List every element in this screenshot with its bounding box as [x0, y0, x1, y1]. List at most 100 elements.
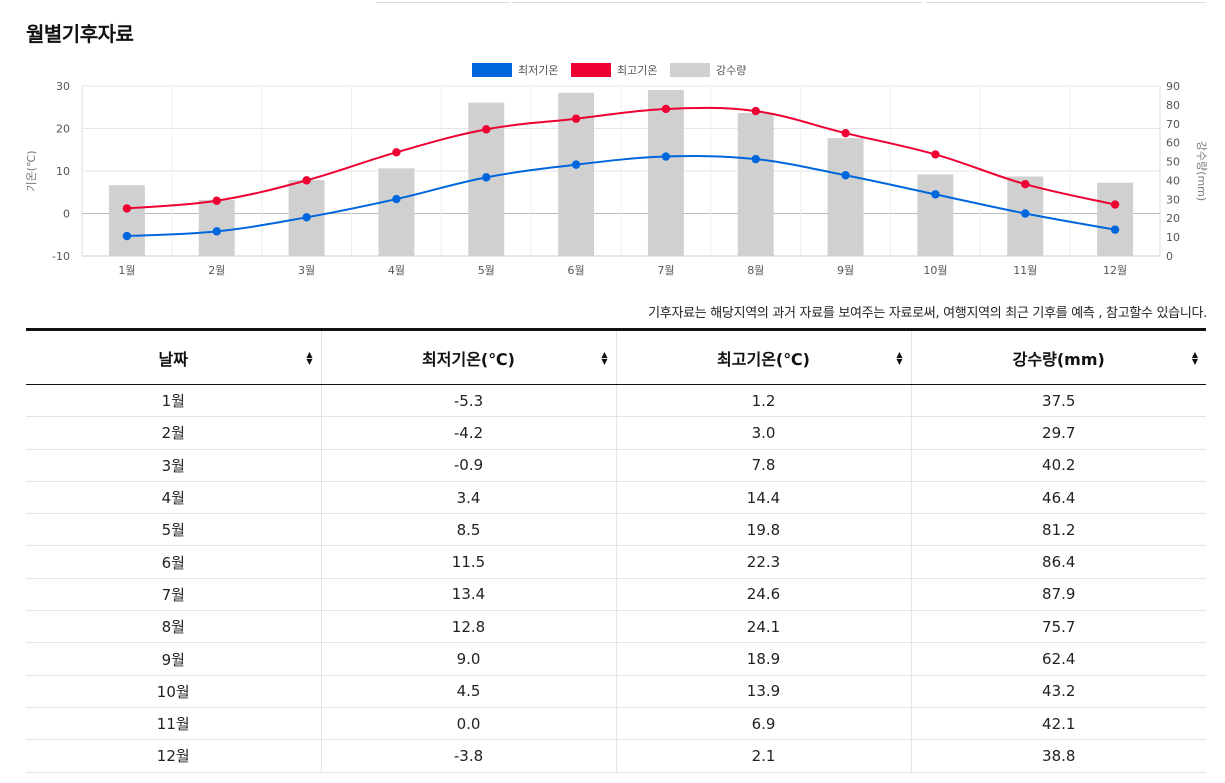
- climate-chart: -10 0 10 20 30 0 10 20 30 40 50 60 70 80 90 기온(℃) 강수량(mm…: [25, 63, 1208, 277]
- x-tick-label: 11월: [1013, 264, 1037, 277]
- table-row: 4월 3.4 14.4 46.4: [26, 481, 1206, 515]
- y-right-tick-label: 10: [1166, 231, 1180, 244]
- sort-icon[interactable]: ▲ ▼: [896, 349, 903, 366]
- header-date[interactable]: 날짜 ▲ ▼: [26, 329, 322, 385]
- table-row: 6월 11.5 22.3 86.4: [26, 545, 1206, 579]
- max-temp-point: [1110, 200, 1120, 209]
- table-row: 5월 8.5 19.8 81.2: [26, 513, 1206, 547]
- max-temp-point: [392, 148, 401, 157]
- sort-icon[interactable]: ▲ ▼: [1191, 349, 1198, 366]
- table-row: 10월 4.5 13.9 43.2: [26, 675, 1206, 708]
- header-max-temp[interactable]: 최고기온(℃) ▲ ▼: [616, 329, 912, 385]
- y-right-axis-title: 강수량(mm): [1195, 141, 1208, 201]
- x-tick-label: 4월: [388, 264, 405, 277]
- table-cell: 4.5: [321, 675, 617, 708]
- table-cell: 12월: [26, 739, 322, 773]
- table-cell: 37.5: [911, 384, 1206, 418]
- x-tick-label: 3월: [298, 264, 315, 277]
- y-left-tick-label: 10: [56, 165, 70, 178]
- table-body: 1월 -5.3 1.2 37.5 2월 -4.2 3.0 29.7 3월 -0.9 7.8 40.2 4…: [26, 384, 1206, 773]
- legend-label: 최고기온: [617, 64, 657, 77]
- table-cell: 11.5: [321, 545, 617, 579]
- max-temp-point: [212, 196, 221, 205]
- table-cell: 9월: [26, 642, 322, 676]
- min-temp-point: [482, 173, 491, 182]
- min-temp-point: [392, 194, 401, 204]
- y-right-tick-label: 60: [1166, 137, 1180, 150]
- legend-swatch: [571, 63, 611, 77]
- climate-note: 기후자료는 해당지역의 과거 자료를 보여주는 자료로써, 여행지역의 최근 기…: [648, 306, 1207, 321]
- table-cell: 13.4: [321, 578, 617, 612]
- precip-bar: [378, 168, 415, 256]
- table-cell: 29.7: [911, 416, 1206, 450]
- table-cell: 12.8: [321, 610, 617, 644]
- precip-bar: [917, 174, 954, 256]
- precip-bar: [108, 185, 145, 256]
- legend-swatch: [472, 63, 512, 77]
- table-cell: -3.8: [321, 739, 617, 773]
- table-cell: 8월: [26, 610, 322, 644]
- y-right-tick-label: 80: [1166, 99, 1180, 112]
- min-temp-point: [841, 171, 850, 180]
- table-cell: 7.8: [616, 449, 912, 482]
- header-min-temp-label: 최저기온(℃): [422, 349, 515, 369]
- max-temp-point: [1021, 179, 1030, 189]
- table-header-row: 날짜 ▲ ▼ 최저기온(℃) ▲ ▼ 최고기온(℃) ▲ ▼ 강수량(mm) ▲ ▼: [26, 329, 1206, 385]
- max-temp-point: [482, 125, 491, 134]
- sort-icon[interactable]: ▲ ▼: [306, 349, 313, 366]
- table-row: 9월 9.0 18.9 62.4: [26, 642, 1206, 676]
- y-left-tick-label: 30: [56, 80, 70, 93]
- table-row: 2월 -4.2 3.0 29.7: [26, 416, 1206, 450]
- max-temp-point: [931, 150, 940, 159]
- header-precip[interactable]: 강수량(mm) ▲ ▼: [911, 329, 1206, 385]
- table-cell: 40.2: [911, 449, 1206, 482]
- table-cell: 86.4: [911, 545, 1206, 579]
- max-temp-point: [661, 104, 671, 114]
- min-temp-point: [1110, 225, 1120, 234]
- y-right-tick-label: 90: [1166, 80, 1180, 93]
- table-row: 11월 0.0 6.9 42.1: [26, 707, 1206, 741]
- table-row: 1월 -5.3 1.2 37.5: [26, 384, 1206, 418]
- x-tick-label: 9월: [837, 264, 854, 277]
- climate-table-wrap: 날짜 ▲ ▼ 최저기온(℃) ▲ ▼ 최고기온(℃) ▲ ▼ 강수량(mm) ▲ ▼ 1…: [26, 328, 1206, 773]
- sort-icon[interactable]: ▲ ▼: [601, 349, 608, 366]
- table-cell: 5월: [26, 513, 322, 547]
- table-cell: -5.3: [321, 384, 617, 418]
- max-temp-point: [841, 128, 850, 138]
- max-temp-point: [571, 114, 581, 123]
- min-temp-point: [1021, 209, 1030, 218]
- y-right-tick-label: 20: [1166, 212, 1180, 225]
- table-cell: 3월: [26, 449, 322, 482]
- table-row: 3월 -0.9 7.8 40.2: [26, 449, 1206, 482]
- y-right-tick-label: 0: [1166, 250, 1173, 263]
- table-cell: 81.2: [911, 513, 1206, 547]
- table-cell: 1.2: [616, 384, 912, 418]
- min-temp-point: [661, 152, 671, 161]
- x-tick-label: 2월: [208, 264, 225, 277]
- precip-bar: [647, 89, 684, 256]
- page-title: 월별기후자료: [26, 22, 134, 46]
- table-cell: 75.7: [911, 610, 1206, 644]
- table-cell: 19.8: [616, 513, 912, 547]
- min-temp-point: [931, 190, 940, 199]
- table-cell: 3.0: [616, 416, 912, 450]
- x-tick-label: 6월: [568, 264, 585, 277]
- table-cell: 42.1: [911, 707, 1206, 741]
- legend-label: 최저기온: [518, 64, 558, 77]
- table-cell: 22.3: [616, 545, 912, 579]
- max-temp-point: [751, 106, 760, 116]
- table-cell: 10월: [26, 675, 322, 708]
- min-temp-point: [751, 154, 760, 164]
- table-row: 12월 -3.8 2.1 38.8: [26, 739, 1206, 773]
- table-cell: 2월: [26, 416, 322, 450]
- header-min-temp[interactable]: 최저기온(℃) ▲ ▼: [321, 329, 617, 385]
- min-temp-point: [302, 213, 311, 222]
- min-temp-point: [571, 160, 581, 169]
- table-cell: 87.9: [911, 578, 1206, 612]
- table-cell: 6.9: [616, 707, 912, 741]
- y-left-tick-label: 20: [56, 123, 70, 136]
- max-temp-point: [122, 204, 132, 213]
- table-row: 7월 13.4 24.6 87.9: [26, 578, 1206, 612]
- precip-bar: [737, 113, 774, 256]
- table-cell: 11월: [26, 707, 322, 741]
